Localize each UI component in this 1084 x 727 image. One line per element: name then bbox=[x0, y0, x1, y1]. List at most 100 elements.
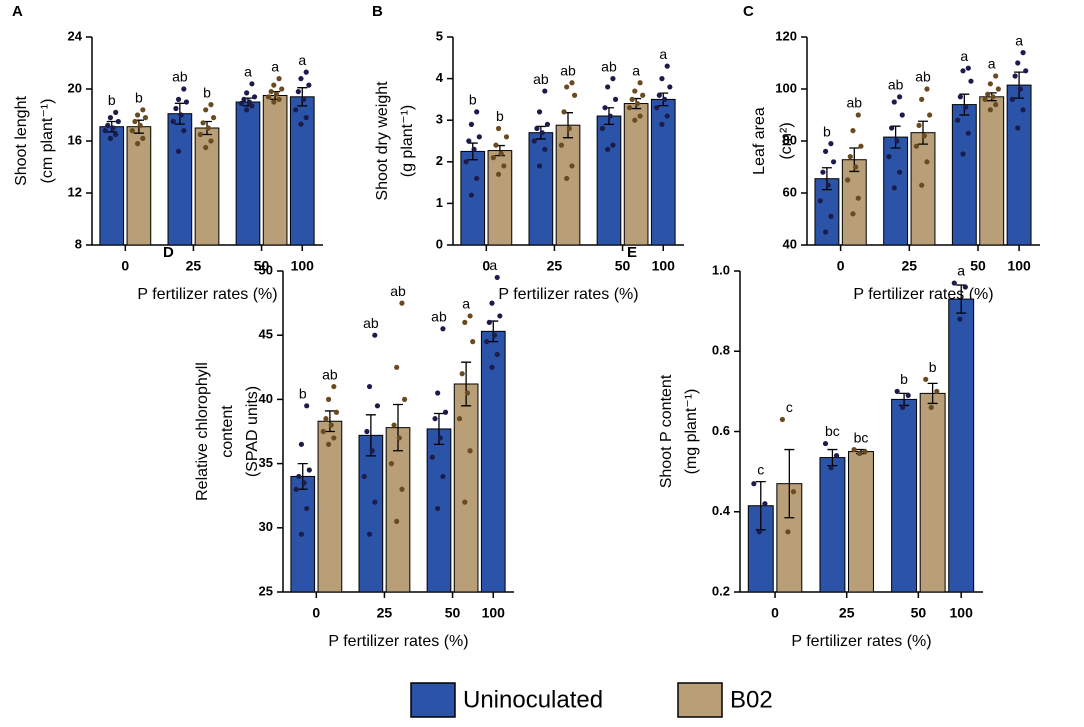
y-axis-label: Shoot lenght bbox=[13, 96, 30, 186]
data-point bbox=[197, 131, 204, 138]
data-point bbox=[825, 182, 831, 188]
data-point bbox=[203, 107, 209, 113]
data-point bbox=[756, 529, 762, 535]
bar bbox=[910, 132, 936, 246]
bar bbox=[951, 104, 977, 246]
data-point bbox=[107, 115, 114, 121]
data-point bbox=[1012, 73, 1018, 79]
error-bar bbox=[959, 93, 970, 116]
data-point bbox=[244, 107, 250, 113]
data-point bbox=[432, 416, 438, 422]
data-point bbox=[366, 531, 373, 537]
significance-letter: ab bbox=[533, 71, 549, 87]
data-point bbox=[298, 531, 305, 537]
bar bbox=[555, 124, 581, 246]
data-point bbox=[333, 409, 340, 415]
data-point bbox=[957, 94, 963, 100]
data-point bbox=[501, 163, 507, 169]
significance-letter: ab bbox=[915, 69, 931, 85]
data-point bbox=[855, 195, 861, 201]
data-point bbox=[968, 78, 974, 84]
data-point bbox=[664, 63, 670, 69]
significance-letter: ab bbox=[560, 62, 576, 78]
data-point bbox=[474, 109, 480, 115]
data-point bbox=[440, 326, 446, 332]
data-point bbox=[466, 138, 472, 144]
data-point bbox=[531, 138, 537, 144]
data-point bbox=[271, 82, 277, 88]
data-point bbox=[924, 86, 930, 92]
data-point bbox=[1009, 96, 1016, 102]
y-axis-label: Shoot dry weight bbox=[374, 81, 391, 201]
x-axis-label: P fertilizer rates (%) bbox=[498, 286, 638, 303]
bar bbox=[650, 98, 676, 246]
data-point bbox=[462, 499, 468, 505]
y-tick-label: 0.6 bbox=[712, 423, 730, 438]
data-point bbox=[626, 105, 633, 111]
data-point bbox=[484, 339, 490, 345]
data-point bbox=[134, 141, 141, 147]
panel-letter: D bbox=[163, 244, 174, 261]
data-point bbox=[372, 499, 378, 505]
data-point bbox=[107, 135, 114, 141]
data-point bbox=[632, 88, 638, 94]
data-point bbox=[762, 501, 768, 507]
y-tick-label: 40 bbox=[783, 236, 797, 251]
data-point bbox=[276, 96, 282, 102]
data-point bbox=[919, 96, 925, 102]
data-point bbox=[965, 130, 971, 136]
data-point bbox=[830, 159, 837, 165]
y-axis-label: (SPAD units) bbox=[244, 386, 261, 477]
data-point bbox=[889, 125, 895, 131]
error-bar bbox=[297, 87, 308, 107]
data-point bbox=[822, 148, 829, 154]
data-point bbox=[927, 112, 933, 118]
data-point bbox=[1023, 68, 1029, 74]
data-point bbox=[456, 416, 463, 422]
data-point bbox=[632, 117, 638, 123]
data-point bbox=[820, 169, 826, 175]
y-tick-label: 25 bbox=[259, 583, 273, 598]
error-bar bbox=[784, 448, 795, 519]
data-point bbox=[170, 118, 176, 125]
data-point bbox=[1015, 60, 1021, 66]
significance-letter: a bbox=[957, 263, 965, 279]
y-tick-label: 20 bbox=[68, 80, 82, 95]
data-point bbox=[325, 441, 332, 447]
data-point bbox=[246, 99, 252, 105]
data-point bbox=[300, 96, 307, 102]
significance-letter: bc bbox=[825, 423, 840, 439]
bar bbox=[596, 115, 622, 246]
data-point bbox=[208, 138, 214, 144]
error-bar bbox=[927, 382, 938, 405]
bar bbox=[623, 103, 649, 246]
data-point bbox=[464, 390, 471, 396]
data-point bbox=[900, 404, 906, 411]
data-point bbox=[919, 182, 925, 188]
data-point bbox=[273, 91, 280, 97]
data-point bbox=[494, 274, 500, 281]
significance-letter: bc bbox=[854, 429, 869, 445]
data-point bbox=[471, 146, 477, 152]
y-axis-label: (cm²) bbox=[778, 122, 795, 159]
data-point bbox=[200, 120, 206, 126]
data-point bbox=[993, 102, 999, 108]
data-point bbox=[886, 154, 892, 160]
significance-letter: b bbox=[900, 371, 908, 387]
data-point bbox=[1017, 86, 1024, 92]
x-tick-label: 25 bbox=[839, 605, 855, 621]
bar bbox=[883, 136, 909, 246]
data-point bbox=[491, 332, 498, 338]
data-point bbox=[960, 68, 966, 74]
data-point bbox=[210, 115, 217, 121]
data-point bbox=[361, 473, 367, 480]
data-point bbox=[905, 392, 911, 398]
bar bbox=[979, 96, 1005, 246]
data-point bbox=[173, 105, 179, 112]
data-point bbox=[858, 143, 864, 149]
data-point bbox=[401, 396, 408, 402]
y-tick-label: 0.8 bbox=[712, 343, 730, 358]
y-tick-label: 60 bbox=[783, 184, 797, 199]
data-point bbox=[828, 465, 834, 471]
data-point bbox=[298, 121, 304, 127]
